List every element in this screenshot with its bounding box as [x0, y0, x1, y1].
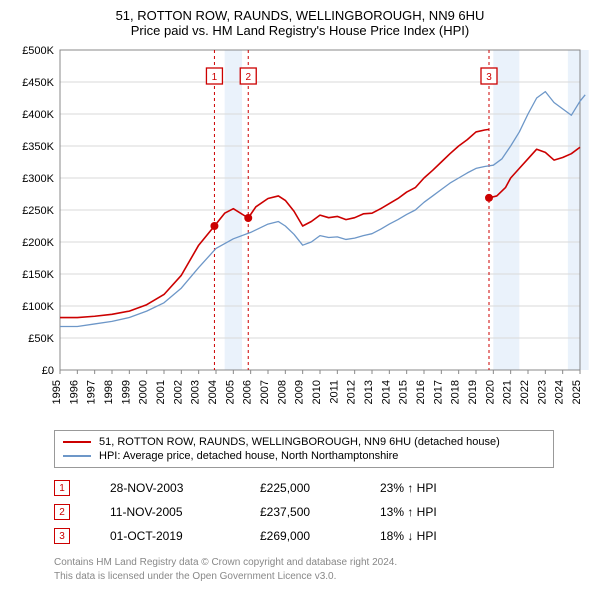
svg-text:1996: 1996 — [68, 380, 80, 404]
legend-item-property: 51, ROTTON ROW, RAUNDS, WELLINGBOROUGH, … — [63, 435, 545, 449]
svg-text:2010: 2010 — [311, 380, 323, 404]
svg-text:2022: 2022 — [519, 380, 531, 404]
svg-text:2008: 2008 — [276, 380, 288, 404]
subtitle: Price paid vs. HM Land Registry's House … — [10, 23, 590, 38]
svg-text:£400K: £400K — [22, 109, 54, 121]
svg-text:2004: 2004 — [207, 380, 219, 404]
sale-price: £237,500 — [260, 505, 340, 519]
sale-date: 11-NOV-2005 — [110, 505, 220, 519]
svg-text:2025: 2025 — [571, 380, 583, 404]
sales-table: 1 28-NOV-2003 £225,000 23% ↑ HPI 2 11-NO… — [54, 476, 590, 548]
svg-text:£200K: £200K — [22, 237, 54, 249]
svg-text:1999: 1999 — [120, 380, 132, 404]
sale-delta: 18% ↓ HPI — [380, 529, 480, 543]
svg-text:2019: 2019 — [467, 380, 479, 404]
attribution: Contains HM Land Registry data © Crown c… — [54, 556, 590, 584]
sale-price: £269,000 — [260, 529, 340, 543]
legend-swatch — [63, 441, 91, 443]
svg-text:2006: 2006 — [242, 380, 254, 404]
attribution-line: This data is licensed under the Open Gov… — [54, 570, 590, 584]
legend-label: 51, ROTTON ROW, RAUNDS, WELLINGBOROUGH, … — [99, 436, 500, 448]
svg-text:£0: £0 — [42, 365, 54, 377]
legend-item-hpi: HPI: Average price, detached house, Nort… — [63, 449, 545, 463]
svg-text:2001: 2001 — [155, 380, 167, 404]
svg-text:£250K: £250K — [22, 205, 54, 217]
svg-text:2021: 2021 — [502, 380, 514, 404]
svg-text:£150K: £150K — [22, 269, 54, 281]
sale-row: 1 28-NOV-2003 £225,000 23% ↑ HPI — [54, 476, 590, 500]
svg-text:3: 3 — [486, 72, 492, 83]
svg-text:2007: 2007 — [259, 380, 271, 404]
svg-text:1995: 1995 — [51, 380, 63, 404]
svg-text:£100K: £100K — [22, 301, 54, 313]
sale-date: 28-NOV-2003 — [110, 481, 220, 495]
svg-text:2003: 2003 — [190, 380, 202, 404]
svg-text:1: 1 — [212, 72, 218, 83]
svg-text:2005: 2005 — [224, 380, 236, 404]
svg-text:2011: 2011 — [328, 380, 340, 404]
sale-delta: 13% ↑ HPI — [380, 505, 480, 519]
title-block: 51, ROTTON ROW, RAUNDS, WELLINGBOROUGH, … — [10, 8, 590, 38]
svg-text:2000: 2000 — [138, 380, 150, 404]
svg-text:2015: 2015 — [398, 380, 410, 404]
sale-row: 3 01-OCT-2019 £269,000 18% ↓ HPI — [54, 524, 590, 548]
svg-text:£50K: £50K — [28, 333, 54, 345]
sale-marker-icon: 1 — [54, 480, 70, 496]
svg-text:2024: 2024 — [554, 380, 566, 404]
svg-text:2013: 2013 — [363, 380, 375, 404]
svg-text:2012: 2012 — [346, 380, 358, 404]
chart-container: 51, ROTTON ROW, RAUNDS, WELLINGBOROUGH, … — [0, 0, 600, 594]
legend-label: HPI: Average price, detached house, Nort… — [99, 450, 398, 462]
svg-text:£500K: £500K — [22, 45, 54, 57]
legend: 51, ROTTON ROW, RAUNDS, WELLINGBOROUGH, … — [54, 430, 554, 468]
sale-price: £225,000 — [260, 481, 340, 495]
address-title: 51, ROTTON ROW, RAUNDS, WELLINGBOROUGH, … — [10, 8, 590, 23]
svg-text:2009: 2009 — [294, 380, 306, 404]
svg-text:2017: 2017 — [432, 380, 444, 404]
legend-swatch — [63, 455, 91, 457]
sale-delta: 23% ↑ HPI — [380, 481, 480, 495]
svg-text:2002: 2002 — [172, 380, 184, 404]
attribution-line: Contains HM Land Registry data © Crown c… — [54, 556, 590, 570]
svg-text:2020: 2020 — [484, 380, 496, 404]
svg-text:1997: 1997 — [86, 380, 98, 404]
price-chart: £0 £50K £100K £150K £200K £250K £300K £350K £400… — [10, 44, 590, 424]
svg-text:£450K: £450K — [22, 77, 54, 89]
svg-text:2023: 2023 — [536, 380, 548, 404]
svg-text:2018: 2018 — [450, 380, 462, 404]
sale-date: 01-OCT-2019 — [110, 529, 220, 543]
svg-text:2: 2 — [245, 72, 251, 83]
svg-text:£300K: £300K — [22, 173, 54, 185]
svg-text:£350K: £350K — [22, 141, 54, 153]
sale-marker-icon: 3 — [54, 528, 70, 544]
sale-marker-icon: 2 — [54, 504, 70, 520]
svg-text:2014: 2014 — [380, 380, 392, 404]
sale-row: 2 11-NOV-2005 £237,500 13% ↑ HPI — [54, 500, 590, 524]
svg-text:2016: 2016 — [415, 380, 427, 404]
svg-text:1998: 1998 — [103, 380, 115, 404]
